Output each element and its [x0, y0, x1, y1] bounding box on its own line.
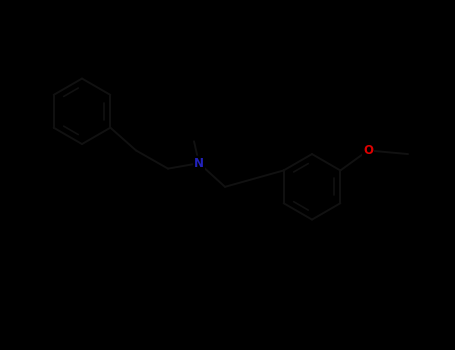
Text: O: O: [363, 144, 373, 157]
Text: N: N: [194, 157, 204, 170]
